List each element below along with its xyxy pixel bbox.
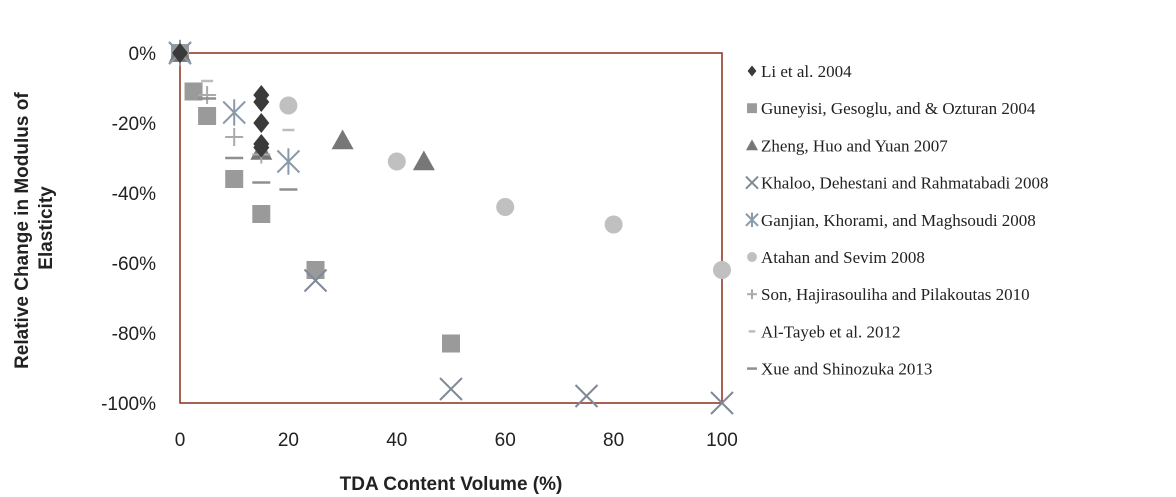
x-tick-label: 100 <box>706 430 738 451</box>
legend-marker <box>745 175 759 190</box>
data-point <box>253 92 270 112</box>
y-axis-title: Relative Change in Modulus of Elasticity <box>12 87 57 369</box>
legend-marker <box>747 252 757 262</box>
legend-label: Atahan and Sevim 2008 <box>761 248 925 267</box>
legend-label: Khaloo, Dehestani and Rahmatabadi 2008 <box>761 174 1049 193</box>
y-tick-label: -20% <box>112 114 156 135</box>
y-axis-title-line-2: Elasticity <box>36 186 57 270</box>
data-point <box>442 334 460 353</box>
legend-marker <box>745 212 759 228</box>
series-0 <box>172 43 270 158</box>
legend-label: Xue and Shinozuka 2013 <box>761 360 932 379</box>
data-points <box>168 39 734 415</box>
legend-item: Khaloo, Dehestani and Rahmatabadi 2008 <box>745 174 1049 193</box>
data-point <box>253 137 270 158</box>
plot-area <box>179 52 723 404</box>
y-tick-label: -100% <box>101 394 156 415</box>
legend-item: Zheng, Huo and Yuan 2007 <box>745 136 948 155</box>
series-7 <box>201 79 295 132</box>
legend-marker <box>747 65 757 77</box>
series-3 <box>168 41 734 415</box>
data-point <box>252 205 271 223</box>
data-point <box>574 384 599 408</box>
series-1 <box>171 44 460 353</box>
x-tick-label: 20 <box>278 430 299 451</box>
y-axis-ticks: 0% -20% -40% -60% -80% -100% <box>101 44 156 415</box>
x-tick-label: 60 <box>495 430 516 451</box>
x-tick-label: 40 <box>386 430 407 451</box>
data-point <box>604 215 623 234</box>
legend-item: Ganjian, Khorami, and Maghsoudi 2008 <box>745 211 1036 230</box>
legend-item: Li et al. 2004 <box>747 62 852 81</box>
legend-label: Son, Hajirasouliha and Pilakoutas 2010 <box>761 285 1030 304</box>
legend-label: Guneyisi, Gesoglu, and & Ozturan 2004 <box>761 99 1036 118</box>
data-point <box>279 96 298 115</box>
data-point <box>225 170 244 188</box>
data-point <box>172 43 188 63</box>
data-point <box>713 261 731 279</box>
legend-item: Xue and Shinozuka 2013 <box>747 360 932 379</box>
data-point <box>198 86 217 104</box>
y-tick-label: -80% <box>112 324 156 345</box>
series-8 <box>198 97 298 191</box>
y-tick-label: -60% <box>112 254 156 275</box>
series-5 <box>279 96 731 279</box>
y-axis-title-line-1: Relative Change in Modulus of <box>12 92 33 369</box>
data-point <box>184 82 203 101</box>
legend-marker <box>747 103 757 114</box>
legend-marker <box>745 139 759 151</box>
data-point <box>331 129 354 150</box>
data-point <box>412 150 435 171</box>
x-axis-title: TDA Content Volume (%) <box>340 474 563 495</box>
y-tick-label: 0% <box>129 44 157 65</box>
legend-item: Son, Hajirasouliha and Pilakoutas 2010 <box>747 285 1030 304</box>
legend-item: Guneyisi, Gesoglu, and & Ozturan 2004 <box>747 99 1036 118</box>
legend-label: Li et al. 2004 <box>761 62 852 81</box>
data-point <box>225 128 244 146</box>
legend-item: Al-Tayeb et al. 2012 <box>748 322 901 341</box>
x-tick-label: 80 <box>603 430 624 451</box>
data-point <box>387 152 406 171</box>
data-point <box>303 268 328 293</box>
x-tick-label: 0 <box>175 430 186 451</box>
legend: Li et al. 2004 Guneyisi, Gesoglu, and & O… <box>745 62 1049 379</box>
data-point <box>439 377 463 401</box>
y-tick-label: -40% <box>112 184 156 205</box>
data-point <box>253 113 270 133</box>
legend-label: Ganjian, Khorami, and Maghsoudi 2008 <box>761 211 1036 230</box>
plot-frame <box>179 52 723 404</box>
legend-label: Zheng, Huo and Yuan 2007 <box>761 136 948 155</box>
data-point <box>198 107 217 125</box>
legend-item: Atahan and Sevim 2008 <box>747 248 925 267</box>
data-point <box>276 148 301 175</box>
x-axis-ticks: 0 20 40 60 80 100 <box>175 430 738 451</box>
data-point <box>222 99 246 126</box>
legend-label: Al-Tayeb et al. 2012 <box>761 322 901 341</box>
data-point <box>710 391 734 415</box>
data-point <box>306 261 325 279</box>
series-2 <box>169 42 435 171</box>
legend-marker <box>747 289 757 300</box>
data-point <box>496 198 515 216</box>
